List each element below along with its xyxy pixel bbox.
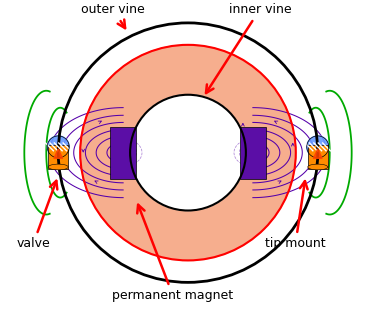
Polygon shape	[54, 149, 63, 158]
Text: permanent magnet: permanent magnet	[112, 205, 233, 302]
Polygon shape	[313, 149, 322, 158]
FancyBboxPatch shape	[240, 127, 266, 179]
FancyBboxPatch shape	[308, 145, 328, 169]
FancyBboxPatch shape	[48, 145, 68, 169]
Circle shape	[47, 136, 69, 158]
Circle shape	[130, 95, 246, 211]
FancyBboxPatch shape	[110, 127, 136, 179]
Text: outer vine: outer vine	[81, 3, 145, 28]
Circle shape	[132, 97, 244, 209]
Ellipse shape	[308, 164, 328, 170]
Text: inner vine: inner vine	[206, 3, 291, 93]
Ellipse shape	[48, 164, 68, 170]
Circle shape	[307, 136, 329, 158]
Text: valve: valve	[16, 181, 57, 251]
Circle shape	[80, 45, 296, 260]
Text: tip mount: tip mount	[265, 181, 326, 251]
